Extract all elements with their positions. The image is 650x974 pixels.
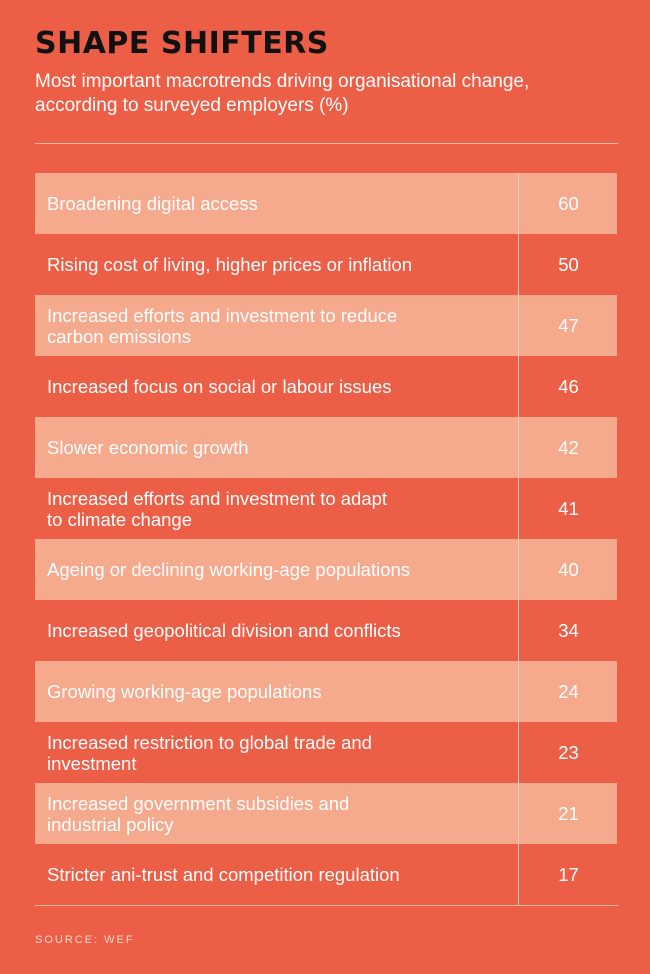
row-label: Stricter ani-trust and competition regul… bbox=[47, 864, 400, 885]
row-label: Ageing or declining working-age populati… bbox=[47, 559, 411, 580]
row-value: 60 bbox=[558, 192, 579, 214]
table-row: Slower economic growth 42 bbox=[35, 417, 617, 478]
column-divider bbox=[518, 173, 519, 905]
table-row: Increased focus on social or labour issu… bbox=[35, 356, 617, 417]
row-label: Broadening digital access bbox=[47, 193, 258, 214]
row-value: 23 bbox=[558, 741, 579, 763]
row-value: 40 bbox=[558, 558, 579, 580]
row-label: Increased government subsidies and indus… bbox=[47, 792, 350, 835]
row-value: 17 bbox=[558, 863, 579, 885]
table-row: Increased government subsidies and indus… bbox=[35, 783, 617, 844]
table-row: Increased restriction to global trade an… bbox=[35, 722, 617, 783]
row-label: Rising cost of living, higher prices or … bbox=[47, 254, 413, 275]
row-value: 24 bbox=[558, 680, 579, 702]
bottom-divider bbox=[35, 905, 618, 906]
data-table: Broadening digital access 60 Rising cost o… bbox=[35, 173, 617, 905]
row-label: Increased efforts and investment to adap… bbox=[47, 487, 388, 530]
row-value: 42 bbox=[558, 436, 579, 458]
row-label: Growing working-age populations bbox=[47, 681, 322, 702]
row-value: 21 bbox=[558, 802, 579, 824]
table-row: Increased efforts and investment to adap… bbox=[35, 478, 617, 539]
row-label: Slower economic growth bbox=[47, 437, 249, 458]
row-label: Increased efforts and investment to redu… bbox=[47, 304, 398, 347]
table-row: Stricter ani-trust and competition regul… bbox=[35, 844, 617, 905]
row-value: 46 bbox=[558, 375, 579, 397]
table-row: Ageing or declining working-age populati… bbox=[35, 539, 617, 600]
table-row: Increased geopolitical division and conf… bbox=[35, 600, 617, 661]
top-divider bbox=[35, 143, 618, 144]
row-value: 34 bbox=[558, 619, 579, 641]
table-row: Broadening digital access 60 bbox=[35, 173, 617, 234]
chart-subtitle: Most important macrotrends driving organ… bbox=[35, 71, 530, 116]
row-label: Increased restriction to global trade an… bbox=[47, 731, 372, 774]
row-value: 50 bbox=[558, 253, 579, 275]
table-row: Increased efforts and investment to redu… bbox=[35, 295, 617, 356]
table-row: Growing working-age populations 24 bbox=[35, 661, 617, 722]
row-label: Increased geopolitical division and conf… bbox=[47, 620, 401, 641]
table-row: Rising cost of living, higher prices or … bbox=[35, 234, 617, 295]
row-label: Increased focus on social or labour issu… bbox=[47, 376, 392, 397]
row-value: 47 bbox=[558, 314, 579, 336]
row-value: 41 bbox=[558, 497, 579, 519]
source-note: SOURCE: WEF bbox=[35, 934, 135, 946]
chart-title: SHAPE SHIFTERS bbox=[35, 26, 329, 61]
